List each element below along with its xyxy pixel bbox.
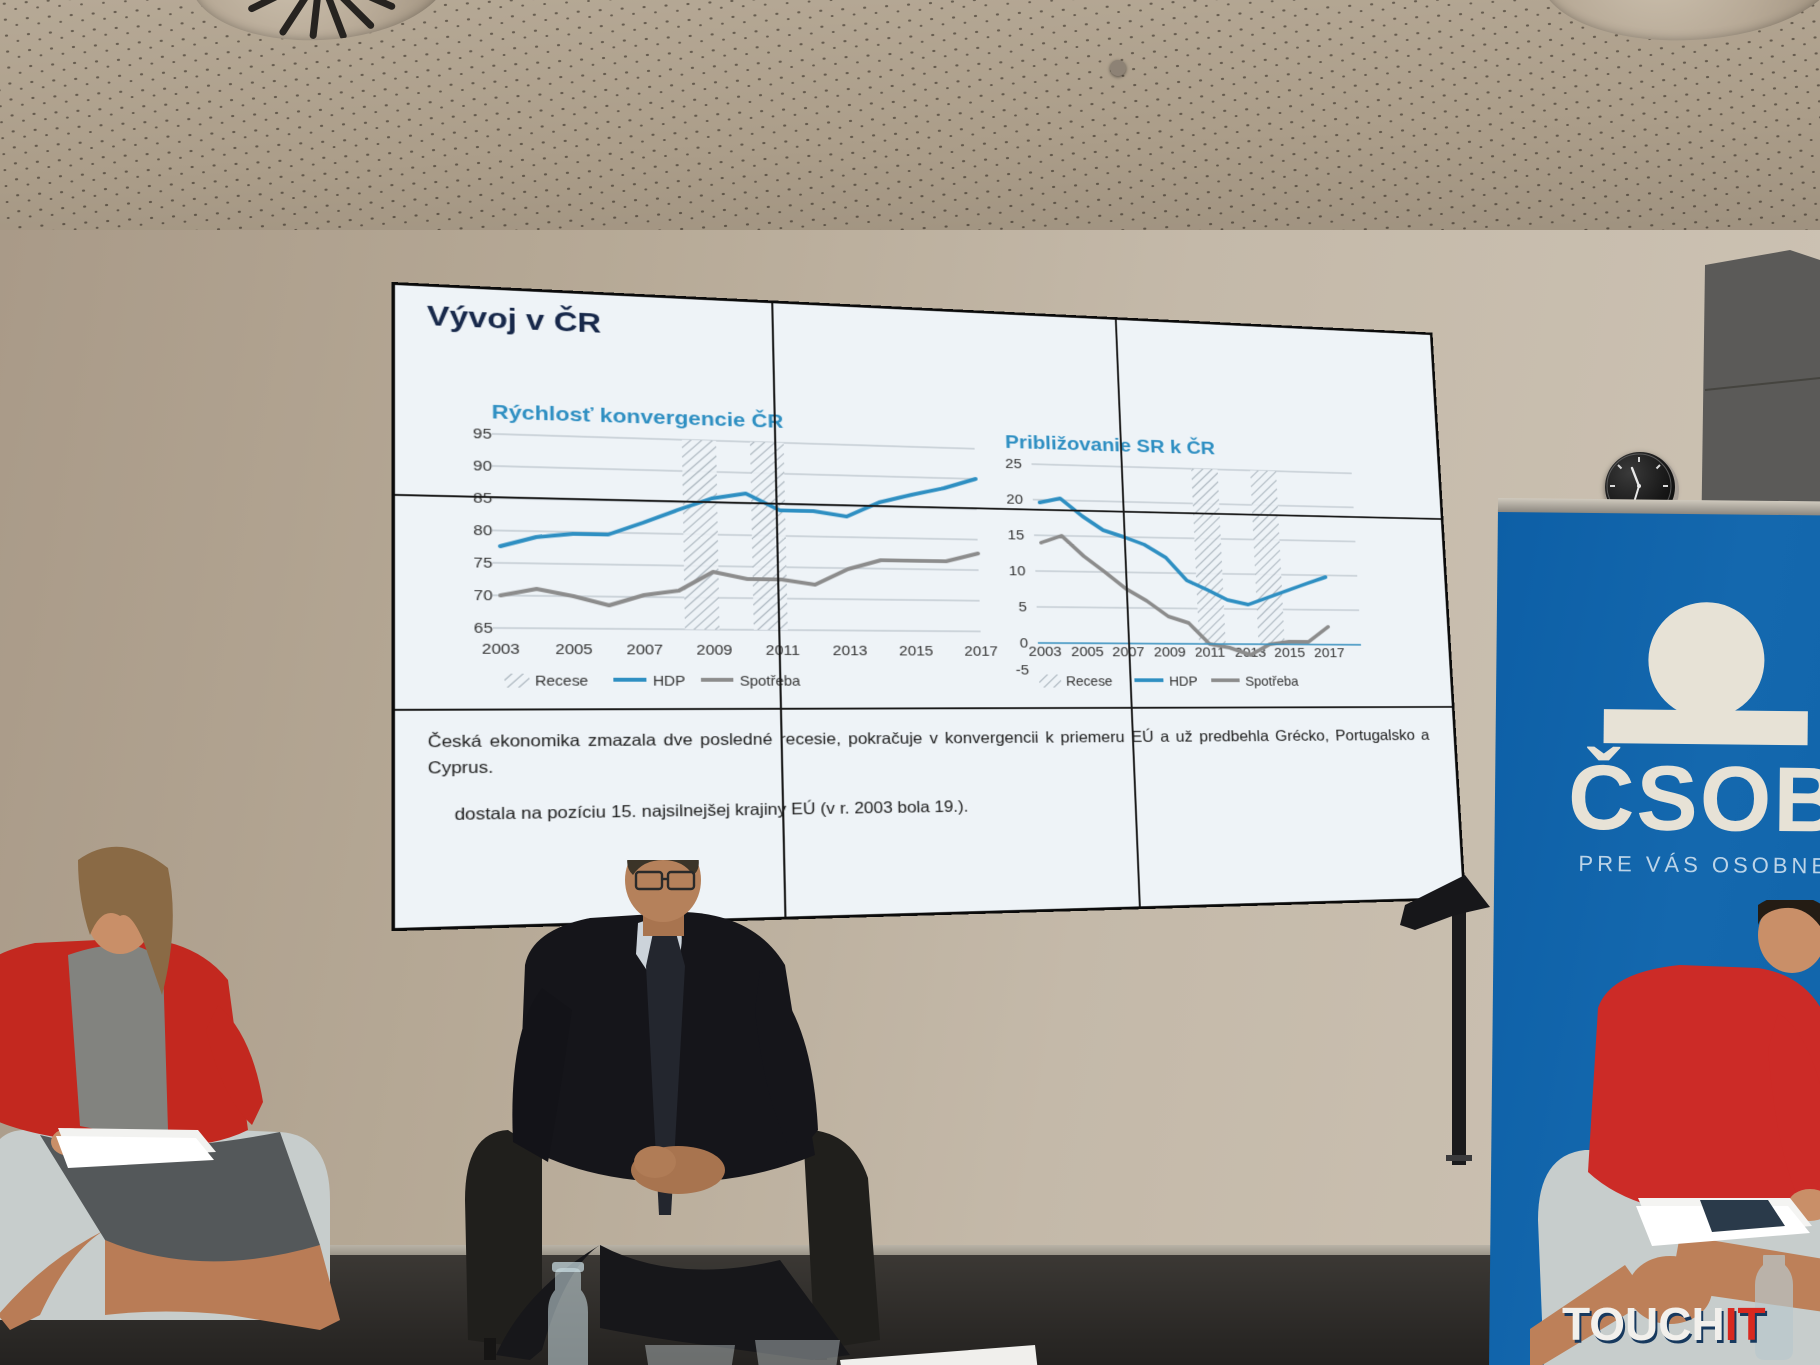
svg-text:Spotřeba: Spotřeba — [1245, 675, 1299, 689]
svg-text:Recese: Recese — [1066, 675, 1113, 690]
svg-text:65: 65 — [474, 620, 493, 637]
svg-text:HDP: HDP — [653, 674, 685, 689]
svg-text:95: 95 — [473, 426, 492, 443]
svg-text:25: 25 — [1005, 456, 1022, 472]
svg-text:2017: 2017 — [1314, 645, 1345, 660]
svg-text:15: 15 — [1007, 527, 1024, 543]
svg-text:90: 90 — [473, 458, 492, 475]
svg-text:2013: 2013 — [833, 643, 868, 659]
svg-text:Spotřeba: Spotřeba — [740, 674, 801, 689]
svg-text:2015: 2015 — [899, 643, 934, 659]
svg-text:Recese: Recese — [535, 674, 588, 690]
svg-text:2015: 2015 — [1274, 645, 1306, 660]
svg-text:70: 70 — [474, 587, 493, 604]
svg-text:80: 80 — [473, 522, 492, 539]
svg-text:2009: 2009 — [696, 642, 732, 658]
svg-text:75: 75 — [473, 555, 492, 572]
svg-text:2005: 2005 — [1071, 644, 1104, 659]
svg-text:2009: 2009 — [1154, 645, 1187, 660]
svg-text:0: 0 — [1019, 635, 1028, 650]
svg-text:10: 10 — [1009, 563, 1026, 579]
svg-text:2017: 2017 — [964, 644, 998, 660]
svg-text:85: 85 — [473, 490, 492, 507]
svg-text:ČSOB: ČSOB — [1568, 746, 1820, 852]
svg-text:2003: 2003 — [1028, 644, 1062, 660]
svg-text:HDP: HDP — [1169, 675, 1198, 689]
svg-text:2007: 2007 — [626, 642, 663, 658]
svg-text:2011: 2011 — [766, 642, 801, 658]
svg-text:20: 20 — [1006, 492, 1023, 508]
svg-text:5: 5 — [1018, 599, 1027, 614]
svg-text:2003: 2003 — [482, 641, 520, 658]
svg-text:-5: -5 — [1015, 662, 1029, 678]
svg-text:PRE VÁS OSOBNE: PRE VÁS OSOBNE — [1578, 851, 1820, 879]
svg-text:2005: 2005 — [555, 641, 592, 658]
